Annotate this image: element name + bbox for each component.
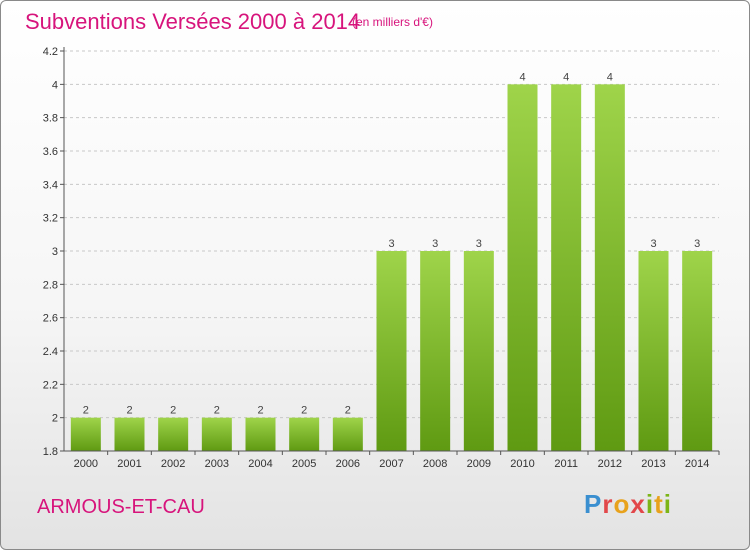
y-tick-label: 3.6 (43, 146, 58, 158)
bar-value-label: 3 (476, 238, 482, 250)
y-tick-label: 3.8 (43, 113, 58, 125)
bar (332, 417, 363, 451)
bar (420, 251, 451, 451)
logo-letter: r (602, 489, 614, 519)
bar-value-label: 2 (170, 405, 176, 417)
bar-value-label: 2 (345, 405, 351, 417)
commune-name: ARMOUS-ET-CAU (37, 496, 205, 518)
x-tick-label: 2009 (467, 458, 491, 470)
logo-letter: P (584, 489, 603, 519)
bar (551, 84, 582, 451)
y-tick-label: 2.8 (43, 279, 58, 291)
chart-title: Subventions Versées 2000 à 2014 (25, 9, 361, 34)
bar-value-label: 3 (694, 238, 700, 250)
x-tick-label: 2013 (641, 458, 665, 470)
y-tick-label: 3.2 (43, 213, 58, 225)
logo-letter: i (645, 489, 655, 519)
y-tick-label: 3 (52, 246, 58, 258)
y-tick-label: 2.4 (43, 346, 58, 358)
bar-value-label: 3 (432, 238, 438, 250)
x-tick-label: 2006 (336, 458, 360, 470)
logo-letter: x (630, 489, 646, 519)
logo-letter: i (663, 489, 672, 519)
bar (594, 84, 625, 451)
logo-letter: o (613, 489, 631, 519)
bar-value-label: 2 (257, 405, 263, 417)
bar (158, 417, 189, 451)
bar (114, 417, 145, 451)
y-tick-label: 1.8 (43, 446, 58, 458)
y-tick-label: 2.2 (43, 379, 58, 391)
bar (70, 417, 101, 451)
y-tick-label: 2.6 (43, 313, 58, 325)
y-tick-label: 4 (52, 79, 58, 91)
bar (507, 84, 538, 451)
x-tick-label: 2014 (685, 458, 709, 470)
x-tick-label: 2005 (292, 458, 316, 470)
x-tick-label: 2002 (161, 458, 185, 470)
bar-value-label: 4 (519, 71, 525, 83)
x-tick-label: 2007 (379, 458, 403, 470)
bar-value-label: 2 (126, 405, 132, 417)
bar-value-label: 2 (214, 405, 220, 417)
bar (201, 417, 232, 451)
bars: 2 2 2 2 2 2 2 3 3 3 4 4 4 3 3 (70, 71, 713, 451)
x-tick-label: 2008 (423, 458, 447, 470)
x-tick-label: 2003 (205, 458, 229, 470)
y-tick-label: 2 (52, 413, 58, 425)
bar (245, 417, 276, 451)
x-tick-label: 2011 (554, 458, 578, 470)
bar-value-label: 2 (83, 405, 89, 417)
proxiti-logo: Proxiti (584, 489, 672, 520)
bar-value-label: 4 (607, 71, 613, 83)
bar (463, 251, 494, 451)
logo-letter: t (654, 489, 664, 519)
bar (376, 251, 407, 451)
chart-subtitle: (en milliers d'€) (352, 15, 433, 29)
bar (638, 251, 669, 451)
y-tick-label: 3.4 (43, 179, 58, 191)
x-tick-label: 2012 (598, 458, 622, 470)
x-tick-label: 2010 (510, 458, 534, 470)
bar-value-label: 2 (301, 405, 307, 417)
y-tick-label: 4.2 (43, 46, 58, 58)
bar-value-label: 3 (650, 238, 656, 250)
x-tick-label: 2001 (117, 458, 141, 470)
x-tick-label: 2004 (248, 458, 272, 470)
x-tick-label: 2000 (74, 458, 98, 470)
bar-value-label: 4 (563, 71, 569, 83)
axes: 1.8 2 2.2 2.4 2.6 2.8 3 3.2 3.4 3.6 3.8 4 4.2 2000 200… (43, 46, 720, 470)
bar (682, 251, 713, 451)
bar (289, 417, 320, 451)
bar-value-label: 3 (388, 238, 394, 250)
